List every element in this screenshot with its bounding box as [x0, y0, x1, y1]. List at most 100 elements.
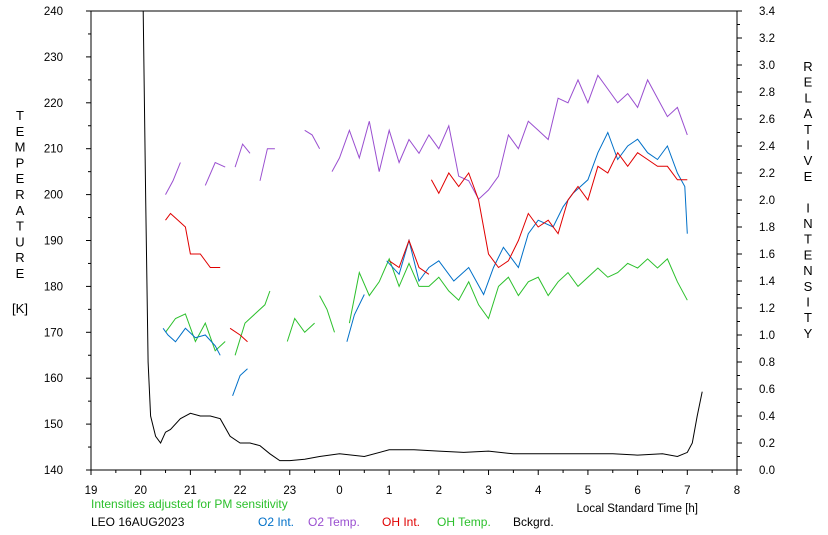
series-bckgrd: [142, 10, 703, 462]
left-axis-title-letter: E: [16, 171, 25, 186]
footer-note: Intensities adjusted for PM sensitivity: [91, 497, 288, 511]
legend-entry: O2 Temp.: [308, 515, 360, 529]
x-tick-label: 22: [234, 485, 247, 497]
series-line: [165, 313, 226, 352]
x-tick-label: 4: [535, 485, 542, 497]
series-line: [388, 239, 430, 275]
right-axis-title-letter: V: [804, 153, 813, 168]
series-line: [232, 368, 248, 396]
x-tick-label: 21: [184, 485, 197, 497]
axis-layer: 1401501601701801902002102202302400.00.20…: [44, 6, 776, 497]
series-line: [204, 161, 226, 186]
series-line: [386, 131, 688, 296]
right-tick-label: 1.0: [759, 330, 775, 342]
legend: O2 Int. O2 Temp. OH Int. OH Temp. Bckgrd.: [258, 515, 554, 529]
left-tick-label: 220: [44, 98, 63, 110]
x-tick-label: 19: [85, 485, 98, 497]
right-tick-label: 2.4: [759, 141, 776, 153]
right-axis-title-letter: T: [804, 122, 812, 137]
series-line: [142, 10, 703, 462]
series-line: [234, 143, 251, 168]
series-line: [165, 212, 221, 268]
left-axis-title-letter: E: [16, 266, 25, 281]
series-line: [430, 151, 688, 269]
left-tick-label: 150: [44, 419, 63, 431]
left-tick-label: 160: [44, 373, 63, 385]
left-tick-label: 140: [44, 465, 63, 477]
right-tick-label: 1.8: [759, 222, 775, 234]
right-tick-label: 0.6: [759, 384, 775, 396]
left-axis-title-letter: M: [15, 140, 26, 155]
series-line: [259, 148, 275, 181]
series-line: [234, 290, 271, 356]
right-axis-title-letter: N: [803, 263, 812, 278]
series-oh-int: [165, 151, 688, 343]
series-line: [165, 162, 181, 195]
x-tick-label: 5: [585, 485, 591, 497]
footer-station: LEO 16AUG2023: [91, 515, 185, 529]
right-tick-label: 0.4: [759, 411, 776, 423]
x-tick-label: 6: [634, 485, 640, 497]
series-line: [346, 294, 365, 342]
series-oh-temp: [165, 257, 688, 356]
right-axis-title-letter: T: [804, 232, 812, 247]
right-axis-title-letter: N: [803, 216, 812, 231]
left-tick-label: 230: [44, 52, 63, 64]
right-axis-title-letter: R: [803, 59, 812, 74]
series-line: [229, 327, 248, 343]
series-line: [319, 295, 335, 333]
right-tick-label: 3.0: [759, 60, 775, 72]
series-layer: [142, 10, 703, 462]
right-tick-label: 3.4: [759, 6, 776, 18]
right-tick-label: 1.4: [759, 276, 776, 288]
x-tick-label: 1: [386, 485, 392, 497]
right-axis-title-letter: E: [804, 247, 813, 262]
right-axis-title-letter: E: [804, 75, 813, 90]
x-tick-label: 20: [134, 485, 147, 497]
left-tick-label: 180: [44, 281, 63, 293]
right-axis-title-letter: I: [806, 138, 810, 153]
right-axis-title-letter: S: [804, 279, 813, 294]
legend-entry: O2 Int.: [258, 515, 294, 529]
series-line: [286, 317, 315, 342]
right-axis-title-letter: A: [804, 106, 813, 121]
x-tick-label: 2: [436, 485, 442, 497]
left-tick-label: 170: [44, 327, 63, 339]
left-axis-title-letter: T: [16, 219, 24, 234]
left-axis-title-letter: R: [15, 250, 24, 265]
left-axis-unit: [K]: [12, 301, 28, 316]
right-axis-title-letter: I: [806, 295, 810, 310]
right-tick-label: 0.8: [759, 357, 775, 369]
series-line: [331, 74, 688, 201]
left-axis-title-letter: U: [15, 234, 24, 249]
left-tick-label: 190: [44, 236, 63, 248]
legend-entry: OH Int.: [382, 515, 420, 529]
right-tick-label: 1.6: [759, 249, 775, 261]
left-axis-title-letter: A: [16, 203, 25, 218]
x-tick-label: 0: [336, 485, 342, 497]
right-tick-label: 2.6: [759, 114, 775, 126]
x-tick-label: 3: [485, 485, 491, 497]
right-tick-label: 2.0: [759, 195, 775, 207]
right-tick-label: 2.8: [759, 87, 775, 99]
left-axis-title-letter: T: [16, 108, 24, 123]
left-tick-label: 200: [44, 190, 63, 202]
legend-entry: Bckgrd.: [513, 515, 554, 529]
right-tick-label: 0.2: [759, 438, 775, 450]
left-tick-label: 240: [44, 6, 63, 18]
legend-entry: OH Temp.: [437, 515, 491, 529]
x-axis-label: Local Standard Time [h]: [577, 503, 698, 515]
left-axis-title-letter: R: [15, 187, 24, 202]
right-tick-label: 2.2: [759, 168, 775, 180]
series-line: [162, 327, 221, 356]
left-axis-title-letter: P: [16, 155, 25, 170]
right-tick-label: 1.2: [759, 303, 775, 315]
right-tick-label: 3.2: [759, 33, 775, 45]
right-axis-title-letter: T: [804, 310, 812, 325]
series-line: [348, 257, 688, 324]
right-axis-title-letter: I: [806, 200, 810, 215]
series-o2-temp: [165, 74, 688, 201]
x-tick-label: 8: [734, 485, 740, 497]
left-axis-title-letter: E: [16, 124, 25, 139]
